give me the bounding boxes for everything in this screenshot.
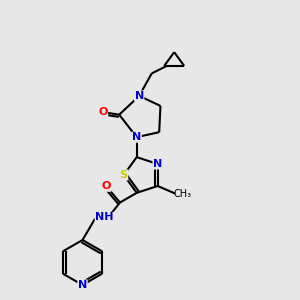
Text: NH: NH: [95, 212, 114, 223]
Text: O: O: [98, 107, 108, 117]
Text: N: N: [78, 280, 87, 290]
Text: N: N: [135, 91, 144, 101]
Text: S: S: [120, 170, 128, 180]
Text: CH₃: CH₃: [174, 188, 192, 199]
Text: N: N: [132, 132, 141, 142]
Text: O: O: [102, 181, 111, 191]
Text: N: N: [153, 159, 162, 169]
